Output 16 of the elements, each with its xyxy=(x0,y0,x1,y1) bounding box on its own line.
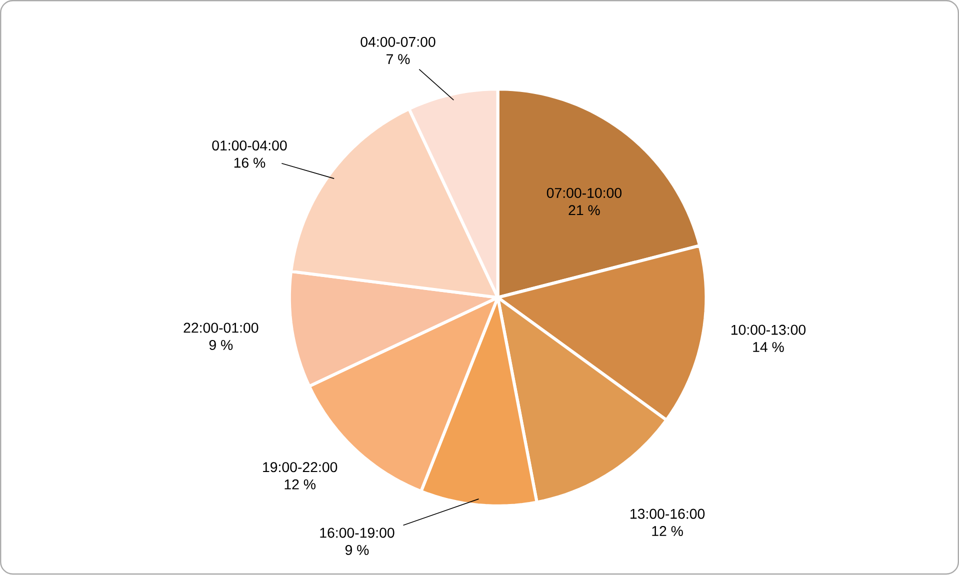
data-label: 7 % xyxy=(386,54,410,64)
data-label: 9 % xyxy=(209,340,233,350)
data-label: 14 % xyxy=(753,342,784,352)
slice-label: 07:00-10:00 xyxy=(546,188,622,198)
data-label: 9 % xyxy=(345,545,369,556)
slice-label: 04:00-07:00 xyxy=(360,37,436,48)
data-label: 12 % xyxy=(652,526,683,536)
slice-label: 13:00-16:00 xyxy=(630,508,705,520)
slice-label: 19:00-22:00 xyxy=(263,462,338,472)
slice-label: 01:00-04:00 xyxy=(212,140,287,151)
data-label: 12 % xyxy=(284,480,316,490)
slice-label: 22:00-01:00 xyxy=(184,322,258,333)
data-label: 21 % xyxy=(568,205,600,216)
data-label: 16 % xyxy=(234,158,266,168)
slice-label: 16:00-19:00 xyxy=(320,528,394,538)
slice-label: 10:00-13:00 xyxy=(731,324,806,336)
